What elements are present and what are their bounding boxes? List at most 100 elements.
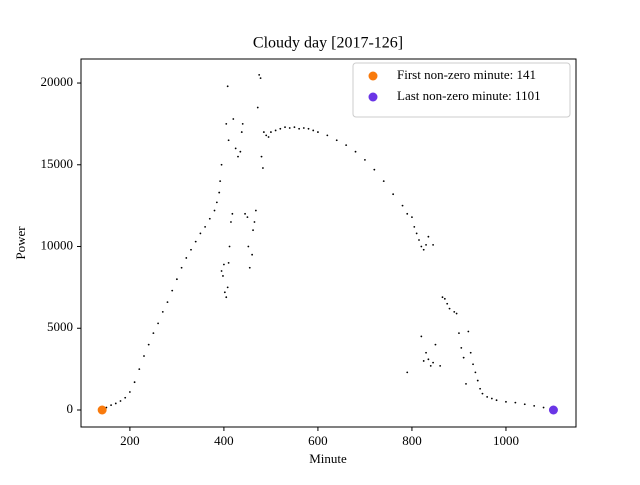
point	[446, 302, 449, 305]
point	[307, 127, 310, 130]
point	[284, 126, 286, 129]
point	[469, 351, 472, 354]
point	[418, 239, 420, 241]
point	[298, 127, 301, 130]
x-tick-label: 200	[120, 433, 140, 448]
point	[253, 221, 256, 223]
x-tick-label: 600	[308, 433, 328, 448]
point	[490, 397, 493, 400]
point	[481, 392, 484, 395]
point	[262, 167, 264, 169]
point	[392, 193, 395, 196]
point	[354, 150, 357, 153]
point	[415, 232, 418, 235]
point	[420, 245, 423, 248]
point	[467, 330, 470, 333]
point	[171, 289, 174, 292]
legend-marker	[368, 92, 378, 102]
point	[432, 243, 434, 246]
y-tick-label: 10000	[41, 237, 74, 252]
y-tick-label: 15000	[41, 156, 74, 171]
point	[479, 387, 482, 390]
point	[265, 134, 268, 137]
point	[161, 311, 164, 313]
point	[226, 286, 229, 289]
point	[373, 168, 376, 171]
point	[288, 127, 291, 129]
point	[458, 332, 460, 335]
point	[114, 402, 117, 405]
point	[448, 307, 451, 310]
point	[262, 131, 265, 133]
point	[244, 212, 246, 215]
point	[226, 85, 229, 88]
point	[138, 368, 141, 371]
x-tick-label: 1000	[493, 433, 519, 448]
point	[312, 129, 315, 132]
point	[204, 225, 207, 228]
point	[194, 240, 197, 243]
point	[434, 343, 437, 346]
point	[228, 245, 231, 248]
point	[128, 391, 131, 393]
point	[143, 355, 145, 357]
point	[234, 147, 237, 150]
point	[335, 139, 338, 142]
legend-label: First non-zero minute: 141	[397, 67, 536, 82]
point	[267, 136, 270, 138]
point	[218, 191, 221, 194]
point	[441, 296, 444, 299]
point	[427, 235, 430, 238]
point	[252, 229, 254, 232]
point	[223, 263, 225, 266]
legend-label: Last non-zero minute: 1101	[397, 88, 541, 103]
y-tick-label: 20000	[41, 74, 74, 89]
point	[251, 253, 254, 256]
x-tick-label: 800	[402, 433, 422, 448]
point	[258, 73, 261, 76]
point	[420, 335, 423, 338]
point	[401, 204, 404, 207]
point	[133, 381, 136, 384]
point	[439, 364, 442, 367]
point	[427, 358, 430, 361]
point	[259, 77, 262, 80]
point	[175, 278, 178, 281]
point	[152, 332, 155, 335]
point	[326, 134, 329, 137]
point	[124, 396, 127, 399]
point	[406, 212, 409, 215]
point	[317, 131, 319, 133]
point	[119, 400, 122, 402]
point	[199, 232, 202, 235]
legend-marker	[368, 71, 378, 81]
point	[465, 382, 467, 385]
point	[462, 356, 465, 359]
point	[223, 291, 226, 294]
legend-box	[352, 62, 571, 118]
point	[505, 400, 507, 403]
point	[413, 225, 416, 228]
point	[455, 312, 458, 315]
point	[270, 131, 272, 133]
point	[231, 212, 234, 215]
point	[246, 216, 249, 218]
point	[190, 248, 192, 251]
point	[495, 399, 498, 402]
point	[254, 209, 257, 212]
point	[460, 346, 463, 349]
point	[533, 405, 536, 407]
highlight-point	[97, 405, 107, 415]
x-axis-label: Minute	[309, 451, 347, 466]
point	[208, 217, 211, 220]
plot-frame	[80, 58, 577, 428]
y-tick-label: 0	[67, 401, 74, 416]
point	[406, 371, 409, 374]
point	[476, 379, 479, 382]
point	[302, 127, 305, 129]
point	[247, 245, 250, 248]
point	[185, 257, 188, 259]
point	[180, 266, 183, 269]
y-tick-label: 5000	[47, 319, 73, 334]
point	[274, 129, 277, 132]
